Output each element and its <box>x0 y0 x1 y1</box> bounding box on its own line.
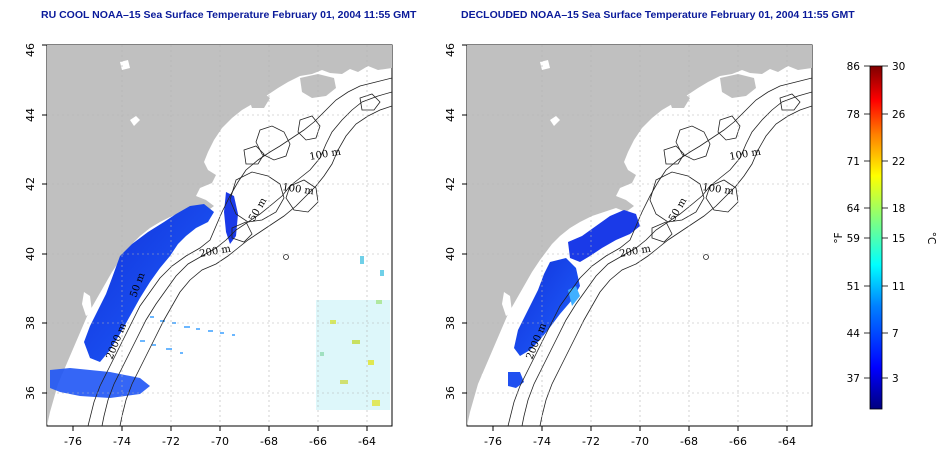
f-tick: 86 <box>847 61 861 73</box>
x-tick: -70 <box>631 435 649 448</box>
left-map-title: RU COOL NOAA–15 Sea Surface Temperature … <box>41 9 417 21</box>
right-sst-nearshore <box>514 258 580 356</box>
x-tick: -74 <box>533 435 551 448</box>
x-tick: -72 <box>162 435 180 448</box>
right-grid <box>467 45 812 426</box>
left-sst-offshore <box>316 256 390 410</box>
y-tick: 44 <box>24 108 37 122</box>
right-sst-shelf <box>568 210 640 262</box>
x-tick: -66 <box>309 435 327 448</box>
f-tick: 59 <box>847 233 860 245</box>
x-tick: -74 <box>113 435 131 448</box>
f-tick: 51 <box>847 281 860 293</box>
x-tick: -70 <box>211 435 229 448</box>
right-map-panel: 100 m 100 m 50 m 200 m 2000 m -76 -74 -7… <box>444 43 813 448</box>
y-tick: 36 <box>444 386 457 400</box>
colorbar-c-ticks: 30 26 22 18 15 11 7 3 <box>892 61 906 385</box>
c-tick: 18 <box>892 203 905 215</box>
left-y-tick-labels: 36 38 40 42 44 46 <box>24 43 37 400</box>
x-tick: -64 <box>778 435 796 448</box>
left-map-panel: 100 m 100 m 50 m 200 m 2000 m 50 m -76 -… <box>24 43 393 448</box>
right-tick-marks <box>462 44 788 431</box>
left-x-tick-labels: -76 -74 -72 -70 -68 -66 -64 <box>64 435 376 448</box>
colorbar-f-label: °F <box>833 232 845 243</box>
right-map-title: DECLOUDED NOAA–15 Sea Surface Temperatur… <box>461 9 855 21</box>
right-y-tick-labels: 36 38 40 42 44 46 <box>444 43 457 400</box>
y-tick: 42 <box>24 177 37 191</box>
colorbar-f-ticks: 86 78 71 64 59 51 44 37 <box>847 61 861 385</box>
x-tick: -68 <box>260 435 278 448</box>
c-tick: 15 <box>892 233 905 245</box>
y-tick: 38 <box>24 316 37 330</box>
c-tick: 22 <box>892 156 905 168</box>
x-tick: -72 <box>582 435 600 448</box>
right-x-tick-labels: -76 -74 -72 -70 -68 -66 -64 <box>484 435 796 448</box>
y-tick: 38 <box>444 316 457 330</box>
f-tick: 71 <box>847 156 860 168</box>
y-tick: 46 <box>24 43 37 57</box>
left-grid <box>47 45 392 426</box>
f-tick: 64 <box>847 203 861 215</box>
f-tick: 37 <box>847 373 860 385</box>
y-tick: 46 <box>444 43 457 57</box>
f-tick: 78 <box>847 109 860 121</box>
left-tick-marks <box>42 44 368 431</box>
f-tick: 44 <box>847 328 861 340</box>
x-tick: -64 <box>358 435 376 448</box>
c-tick: 11 <box>892 281 905 293</box>
c-tick: 3 <box>892 373 899 385</box>
c-tick: 7 <box>892 328 899 340</box>
x-tick: -76 <box>484 435 502 448</box>
x-tick: -68 <box>680 435 698 448</box>
x-tick: -76 <box>64 435 82 448</box>
c-tick: 30 <box>892 61 905 73</box>
colorbar-c-label: °C <box>925 232 937 245</box>
c-tick: 26 <box>892 109 906 121</box>
y-tick: 40 <box>444 247 457 261</box>
y-tick: 44 <box>444 108 457 122</box>
y-tick: 40 <box>24 247 37 261</box>
right-sst-south <box>508 372 524 388</box>
contour-label-100m: 100 m <box>702 182 735 197</box>
colorbar: 86 78 71 64 59 51 44 37 30 26 22 18 15 1… <box>833 61 937 410</box>
y-tick: 42 <box>444 177 457 191</box>
contour-label-100m: 100 m <box>282 182 315 197</box>
left-sst-south <box>50 368 150 398</box>
left-sst-nearshore <box>84 204 214 362</box>
colorbar-strip <box>869 65 883 410</box>
colorbar-ticks <box>864 65 888 379</box>
y-tick: 36 <box>24 386 37 400</box>
x-tick: -66 <box>729 435 747 448</box>
